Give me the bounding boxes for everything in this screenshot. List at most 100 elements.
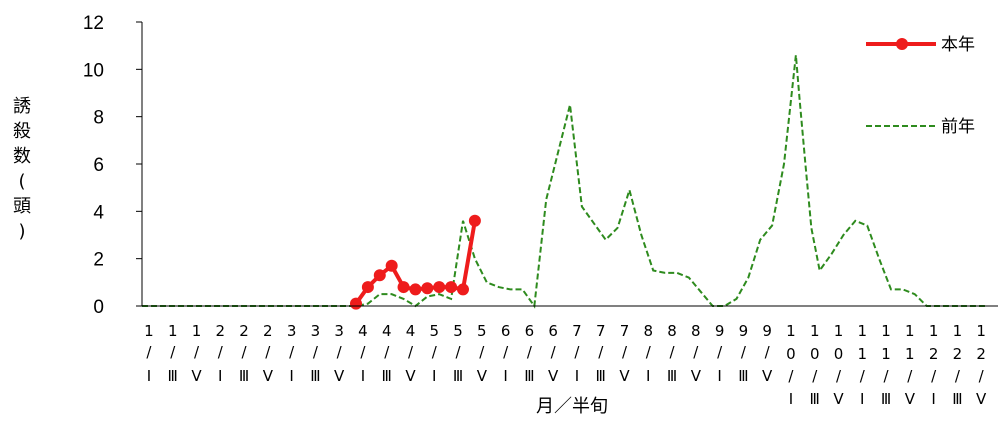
x-tick-label-part: 2 — [239, 322, 249, 340]
x-tick-label: 1 0 / Ⅲ — [810, 322, 820, 408]
x-tick-label-part: / — [170, 343, 176, 361]
x-tick-label-part: I — [931, 390, 935, 408]
x-tick-label-part: Ⅲ — [952, 390, 962, 408]
legend: 本年 前年 — [866, 35, 975, 137]
x-tick-label: 1 1 / Ⅲ — [881, 322, 891, 408]
x-tick-label-part: Ⅲ — [667, 367, 677, 385]
x-tick-label: 8 / I — [644, 322, 654, 385]
x-tick-label-part: 2 — [929, 345, 939, 363]
x-tick-label-part: Ⅴ — [619, 367, 630, 385]
x-tick-label-part: I — [432, 367, 436, 385]
y-tick-label: 8 — [93, 108, 104, 129]
x-tick-label-part: 1 — [881, 322, 891, 340]
data-point-current-year — [409, 283, 422, 296]
x-tick-label: 7 / Ⅲ — [596, 322, 606, 385]
x-tick-label-part: / — [265, 343, 271, 361]
x-tick-label-part: 2 — [216, 322, 226, 340]
x-tick-label-part: / — [979, 367, 985, 385]
x-tick-label: 4 / I — [358, 322, 368, 385]
x-tick-label-part: / — [218, 343, 224, 361]
x-tick-label-part: / — [408, 343, 414, 361]
x-tick-label-part: / — [907, 367, 913, 385]
x-tick-label: 3 / Ⅴ — [334, 322, 345, 385]
x-tick-label-part: Ⅴ — [191, 367, 202, 385]
x-tick-label-part: / — [289, 343, 295, 361]
data-point-current-year — [468, 214, 481, 227]
x-tick-label: 6 / Ⅲ — [524, 322, 534, 385]
x-tick-label-part: 1 — [905, 345, 915, 363]
x-tick-label: 3 / I — [287, 322, 297, 385]
x-tick-label-part: / — [360, 343, 366, 361]
x-tick-label-part: / — [146, 343, 152, 361]
x-tick-label-part: / — [194, 343, 200, 361]
x-tick-label-part: / — [693, 343, 699, 361]
x-tick-label-part: / — [931, 367, 937, 385]
x-tick-label: 2 / I — [216, 322, 226, 385]
data-point-current-year — [361, 281, 374, 294]
x-tick-label: 8 / Ⅲ — [667, 322, 677, 385]
data-point-current-year — [445, 281, 458, 294]
y-tick-label: 4 — [93, 202, 104, 223]
x-tick-label-part: 1 — [858, 322, 868, 340]
x-tick-label: 1 1 / I — [858, 322, 868, 408]
x-tick-label-part: / — [812, 367, 818, 385]
x-tick-label-part: / — [598, 343, 604, 361]
x-tick-label-part: Ⅴ — [405, 367, 416, 385]
x-tick-label-part: 1 — [834, 322, 844, 340]
x-tick-label-part: / — [717, 343, 723, 361]
x-tick-label-part: 0 — [810, 345, 820, 363]
x-tick-label-part: 7 — [572, 322, 582, 340]
x-tick-label: 1 2 / Ⅴ — [976, 322, 987, 408]
x-tick-label-part: I — [575, 367, 579, 385]
x-tick-label: 2 / Ⅲ — [239, 322, 249, 385]
x-tick-label-part: I — [361, 367, 365, 385]
x-tick-label-part: 4 — [382, 322, 392, 340]
x-tick-label-part: / — [622, 343, 628, 361]
x-tick-label-part: / — [646, 343, 652, 361]
data-point-current-year — [433, 281, 446, 294]
x-tick-label-part: I — [646, 367, 650, 385]
y-tick-label: 0 — [93, 297, 104, 318]
x-tick-label-part: I — [789, 390, 793, 408]
x-tick-label-part: Ⅲ — [453, 367, 463, 385]
x-tick-label-part: Ⅴ — [905, 390, 916, 408]
x-tick-label-part: 1 — [905, 322, 915, 340]
x-tick-label: 4 / Ⅴ — [405, 322, 416, 385]
x-tick-label-part: Ⅲ — [239, 367, 249, 385]
x-tick-label-part: Ⅲ — [382, 367, 392, 385]
x-tick-label-part: 9 — [762, 322, 772, 340]
x-tick-label-part: 6 — [501, 322, 511, 340]
x-tick-label-part: / — [242, 343, 248, 361]
x-tick-label-part: I — [289, 367, 293, 385]
x-tick-label-part: 6 — [548, 322, 558, 340]
x-tick-label-part: 3 — [287, 322, 297, 340]
x-tick-label-part: Ⅲ — [881, 390, 891, 408]
x-tick-label-part: Ⅴ — [334, 367, 345, 385]
x-tick-label-part: Ⅴ — [263, 367, 274, 385]
legend-label-current-year: 本年 — [941, 35, 975, 55]
data-point-current-year — [397, 281, 410, 294]
x-tick-label-part: 3 — [311, 322, 321, 340]
x-tick-label: 5 / Ⅴ — [477, 322, 488, 385]
x-tick-label-part: 3 — [334, 322, 344, 340]
x-tick-label: 9 / Ⅴ — [762, 322, 773, 385]
x-tick-label-part: I — [860, 390, 864, 408]
x-tick-label-part: 1 — [810, 322, 820, 340]
x-tick-label: 5 / Ⅲ — [453, 322, 463, 385]
x-tick-label-part: Ⅲ — [596, 367, 606, 385]
x-tick-label-part: 8 — [691, 322, 701, 340]
x-tick-label-part: / — [741, 343, 747, 361]
x-tick-label-part: / — [765, 343, 771, 361]
x-tick-label-part: / — [836, 367, 842, 385]
data-point-current-year — [373, 269, 386, 282]
x-tick-label-part: 0 — [834, 345, 844, 363]
x-axis-title: 月／半旬 — [536, 396, 608, 417]
x-tick-label-part: Ⅴ — [477, 367, 488, 385]
x-tick-label-part: I — [147, 367, 151, 385]
data-point-current-year — [385, 259, 398, 272]
x-tick-label-part: Ⅲ — [738, 367, 748, 385]
x-tick-label: 1 / Ⅲ — [168, 322, 178, 385]
x-tick-label-part: 7 — [596, 322, 606, 340]
x-tick-label-part: Ⅴ — [833, 390, 844, 408]
x-tick-label-part: / — [337, 343, 343, 361]
